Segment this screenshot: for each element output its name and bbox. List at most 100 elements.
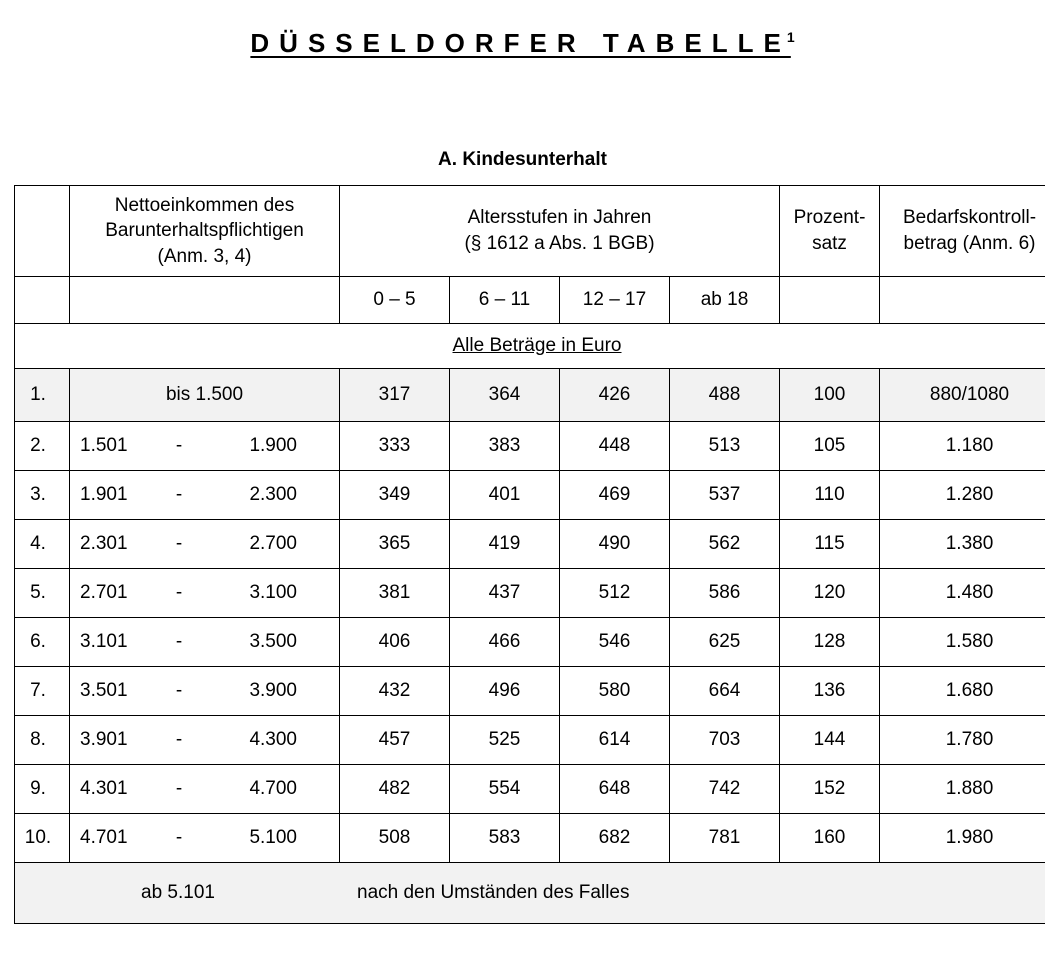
row-age-0: 508 [340,814,450,863]
footer-right: nach den Umständen des Falles [341,882,1045,904]
row-age-2: 580 [560,667,670,716]
row-age-2: 648 [560,765,670,814]
row-index: 3. [15,471,70,520]
currency-note: Alle Beträge in Euro [453,335,622,356]
page-title-wrap: DÜSSELDORFER TABELLE1 [14,28,1031,59]
row-age-1: 496 [450,667,560,716]
header2-blank-pct [780,277,880,324]
footer-left: ab 5.101 [15,882,341,904]
row-income-dash: - [164,631,194,653]
row-income: 1.501 - 1.900 [70,422,340,471]
row-ctrl: 880/1080 [880,369,1045,422]
row-income-to: 3.900 [194,680,325,702]
row-age-1: 437 [450,569,560,618]
row-income-to: 2.300 [194,484,325,506]
header-control-l2: betrag (Anm. 6) [904,233,1036,254]
row-income-to: 5.100 [194,827,325,849]
row-age-3: 562 [670,520,780,569]
row-index: 9. [15,765,70,814]
row-income-from: 2.701 [80,582,164,604]
header-control-l1: Bedarfskontroll- [903,207,1036,228]
table-row: 2. 1.501 - 1.900 333 383 448 513 105 1.1… [15,422,1045,471]
header-age-1: 6 – 11 [450,277,560,324]
row-income: 2.701 - 3.100 [70,569,340,618]
header-income-l3: (Anm. 3, 4) [158,246,252,267]
header2-blank-ctrl [880,277,1045,324]
row-income-to: 2.700 [194,533,325,555]
row-income-dash: - [164,533,194,555]
row-age-2: 512 [560,569,670,618]
row-age-1: 466 [450,618,560,667]
header2-blank-income [70,277,340,324]
table-row: 10. 4.701 - 5.100 508 583 682 781 160 1.… [15,814,1045,863]
row-index: 1. [15,369,70,422]
table-row: 6. 3.101 - 3.500 406 466 546 625 128 1.5… [15,618,1045,667]
table-row: 4. 2.301 - 2.700 365 419 490 562 115 1.3… [15,520,1045,569]
row-income: 4.701 - 5.100 [70,814,340,863]
row-ctrl: 1.180 [880,422,1045,471]
row-income-text: bis 1.500 [70,384,339,406]
row-income-to: 3.100 [194,582,325,604]
row-income-from: 4.301 [80,778,164,800]
row-income: 4.301 - 4.700 [70,765,340,814]
row-age-2: 682 [560,814,670,863]
row-age-1: 364 [450,369,560,422]
row-age-2: 448 [560,422,670,471]
row-age-0: 406 [340,618,450,667]
row-age-1: 554 [450,765,560,814]
row-income-dash: - [164,778,194,800]
row-income-to: 1.900 [194,435,325,457]
table-header-row-2: 0 – 5 6 – 11 12 – 17 ab 18 [15,277,1045,324]
row-index: 4. [15,520,70,569]
row-ctrl: 1.280 [880,471,1045,520]
unterhalt-table: Nettoeinkommen des Barunterhaltspflichti… [14,185,1045,924]
row-index: 7. [15,667,70,716]
header-age-0: 0 – 5 [340,277,450,324]
row-income: 3.901 - 4.300 [70,716,340,765]
row-age-3: 586 [670,569,780,618]
row-pct: 152 [780,765,880,814]
row-income-dash: - [164,729,194,751]
header-percent-l2: satz [812,233,847,254]
table-row: 3. 1.901 - 2.300 349 401 469 537 110 1.2… [15,471,1045,520]
row-age-1: 525 [450,716,560,765]
row-age-0: 365 [340,520,450,569]
row-income-dash: - [164,484,194,506]
header-income-l1: Nettoeinkommen des [115,195,295,216]
header-income: Nettoeinkommen des Barunterhaltspflichti… [70,186,340,277]
row-income-dash: - [164,435,194,457]
page-title: DÜSSELDORFER TABELLE1 [250,28,794,59]
table-footer-cell: ab 5.101 nach den Umständen des Falles [15,863,1045,924]
header-percent-l1: Prozent- [794,207,866,228]
row-age-2: 490 [560,520,670,569]
row-income: 3.501 - 3.900 [70,667,340,716]
section-heading: A. Kindesunterhalt [14,149,1031,171]
row-pct: 160 [780,814,880,863]
row-income: bis 1.500 [70,369,340,422]
row-ctrl: 1.680 [880,667,1045,716]
table-footer-row: ab 5.101 nach den Umständen des Falles [15,863,1045,924]
row-ctrl: 1.880 [880,765,1045,814]
table-row: 7. 3.501 - 3.900 432 496 580 664 136 1.6… [15,667,1045,716]
row-age-3: 703 [670,716,780,765]
row-income-from: 3.501 [80,680,164,702]
row-age-2: 469 [560,471,670,520]
currency-note-row: Alle Beträge in Euro [15,324,1045,369]
header-age: Altersstufen in Jahren (§ 1612 a Abs. 1 … [340,186,780,277]
row-ctrl: 1.380 [880,520,1045,569]
header-percent: Prozent- satz [780,186,880,277]
row-income: 1.901 - 2.300 [70,471,340,520]
row-age-0: 381 [340,569,450,618]
page-title-text: DÜSSELDORFER TABELLE [250,28,790,58]
row-pct: 105 [780,422,880,471]
row-age-1: 419 [450,520,560,569]
row-income-from: 1.501 [80,435,164,457]
row-age-3: 537 [670,471,780,520]
table-row: 1. bis 1.500 317 364 426 488 100 880/108… [15,369,1045,422]
row-age-3: 488 [670,369,780,422]
row-pct: 120 [780,569,880,618]
row-income-from: 4.701 [80,827,164,849]
currency-note-cell: Alle Beträge in Euro [15,324,1045,369]
row-age-2: 614 [560,716,670,765]
row-age-3: 513 [670,422,780,471]
